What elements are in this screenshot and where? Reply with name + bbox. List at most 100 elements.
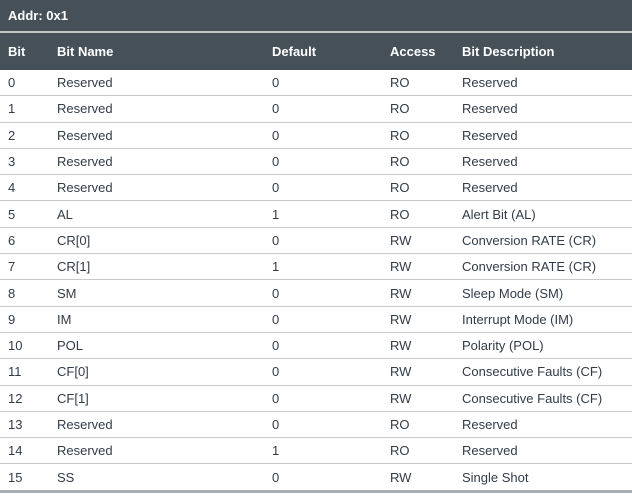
cell-access: RW: [382, 253, 454, 281]
cell-bit-description: Polarity (POL): [454, 332, 632, 360]
cell-access: RW: [382, 332, 454, 360]
cell-bit-description: Single Shot: [454, 463, 632, 493]
cell-access: RO: [382, 437, 454, 465]
cell-bit-name: SM: [49, 279, 264, 307]
table-row: 7 CR[1] 1 RW Conversion RATE (CR): [0, 253, 632, 281]
cell-default: 0: [264, 174, 382, 202]
cell-bit-name: SS: [49, 463, 264, 493]
table-header-row: Bit Bit Name Default Access Bit Descript…: [0, 33, 632, 70]
cell-access: RO: [382, 411, 454, 439]
register-table-body: 0 Reserved 0 RO Reserved 1 Reserved 0 RO…: [0, 70, 632, 493]
cell-access: RW: [382, 463, 454, 493]
cell-default: 0: [264, 227, 382, 255]
cell-bit: 4: [0, 174, 49, 202]
cell-default: 0: [264, 332, 382, 360]
table-row: 0 Reserved 0 RO Reserved: [0, 70, 632, 97]
cell-bit: 1: [0, 95, 49, 123]
cell-default: 0: [264, 279, 382, 307]
cell-bit-description: Reserved: [454, 174, 632, 202]
cell-access: RO: [382, 148, 454, 176]
cell-bit: 12: [0, 385, 49, 412]
cell-bit-description: Interrupt Mode (IM): [454, 306, 632, 333]
table-row: 11 CF[0] 0 RW Consecutive Faults (CF): [0, 358, 632, 386]
cell-access: RO: [382, 122, 454, 149]
cell-bit-description: Consecutive Faults (CF): [454, 385, 632, 412]
cell-bit: 0: [0, 70, 49, 97]
cell-bit: 8: [0, 279, 49, 307]
cell-bit-description: Reserved: [454, 437, 632, 465]
cell-bit: 2: [0, 122, 49, 149]
cell-bit-description: Conversion RATE (CR): [454, 227, 632, 255]
col-header-default: Default: [264, 33, 382, 70]
cell-bit-name: CR[0]: [49, 227, 264, 255]
table-row: 14 Reserved 1 RO Reserved: [0, 437, 632, 465]
cell-access: RO: [382, 174, 454, 202]
cell-bit-description: Consecutive Faults (CF): [454, 358, 632, 386]
col-header-access: Access: [382, 33, 454, 70]
cell-default: 1: [264, 200, 382, 228]
cell-default: 0: [264, 70, 382, 97]
cell-bit: 3: [0, 148, 49, 176]
table-row: 2 Reserved 0 RO Reserved: [0, 122, 632, 149]
cell-default: 0: [264, 306, 382, 333]
cell-bit-description: Reserved: [454, 411, 632, 439]
cell-bit: 9: [0, 306, 49, 333]
cell-default: 0: [264, 385, 382, 412]
table-row: 1 Reserved 0 RO Reserved: [0, 95, 632, 123]
cell-bit-name: CR[1]: [49, 253, 264, 281]
cell-access: RO: [382, 70, 454, 97]
cell-bit: 11: [0, 358, 49, 386]
cell-bit-description: Reserved: [454, 148, 632, 176]
table-row: 9 IM 0 RW Interrupt Mode (IM): [0, 306, 632, 333]
table-row: 5 AL 1 RO Alert Bit (AL): [0, 200, 632, 228]
cell-default: 0: [264, 463, 382, 493]
cell-bit-name: AL: [49, 200, 264, 228]
cell-bit: 6: [0, 227, 49, 255]
table-row: 13 Reserved 0 RO Reserved: [0, 411, 632, 439]
register-table: Bit Bit Name Default Access Bit Descript…: [0, 33, 632, 493]
cell-default: 1: [264, 253, 382, 281]
cell-bit-name: Reserved: [49, 70, 264, 97]
cell-access: RO: [382, 95, 454, 123]
table-row: 6 CR[0] 0 RW Conversion RATE (CR): [0, 227, 632, 255]
table-row: 3 Reserved 0 RO Reserved: [0, 148, 632, 176]
cell-bit: 15: [0, 463, 49, 493]
table-row: 10 POL 0 RW Polarity (POL): [0, 332, 632, 360]
addr-label: Addr: 0x1: [8, 8, 68, 23]
table-row: 4 Reserved 0 RO Reserved: [0, 174, 632, 202]
addr-bar: Addr: 0x1: [0, 0, 632, 33]
cell-default: 0: [264, 148, 382, 176]
cell-default: 1: [264, 437, 382, 465]
cell-bit-name: Reserved: [49, 411, 264, 439]
table-row: 8 SM 0 RW Sleep Mode (SM): [0, 279, 632, 307]
cell-access: RW: [382, 306, 454, 333]
cell-bit-description: Reserved: [454, 95, 632, 123]
cell-bit-description: Conversion RATE (CR): [454, 253, 632, 281]
cell-bit-description: Reserved: [454, 122, 632, 149]
cell-bit-description: Sleep Mode (SM): [454, 279, 632, 307]
cell-bit: 7: [0, 253, 49, 281]
cell-access: RW: [382, 358, 454, 386]
cell-bit-name: CF[1]: [49, 385, 264, 412]
cell-bit: 10: [0, 332, 49, 360]
table-row: 15 SS 0 RW Single Shot: [0, 463, 632, 493]
cell-bit-description: Reserved: [454, 70, 632, 97]
cell-bit-name: CF[0]: [49, 358, 264, 386]
cell-bit: 5: [0, 200, 49, 228]
cell-bit-name: Reserved: [49, 437, 264, 465]
col-header-bit: Bit: [0, 33, 49, 70]
cell-bit: 13: [0, 411, 49, 439]
cell-access: RO: [382, 200, 454, 228]
cell-default: 0: [264, 358, 382, 386]
cell-bit-name: Reserved: [49, 122, 264, 149]
col-header-bit-description: Bit Description: [454, 33, 632, 70]
cell-access: RW: [382, 227, 454, 255]
cell-bit-name: Reserved: [49, 95, 264, 123]
cell-bit-name: Reserved: [49, 148, 264, 176]
cell-bit-description: Alert Bit (AL): [454, 200, 632, 228]
col-header-bit-name: Bit Name: [49, 33, 264, 70]
cell-default: 0: [264, 411, 382, 439]
cell-access: RW: [382, 385, 454, 412]
cell-bit: 14: [0, 437, 49, 465]
